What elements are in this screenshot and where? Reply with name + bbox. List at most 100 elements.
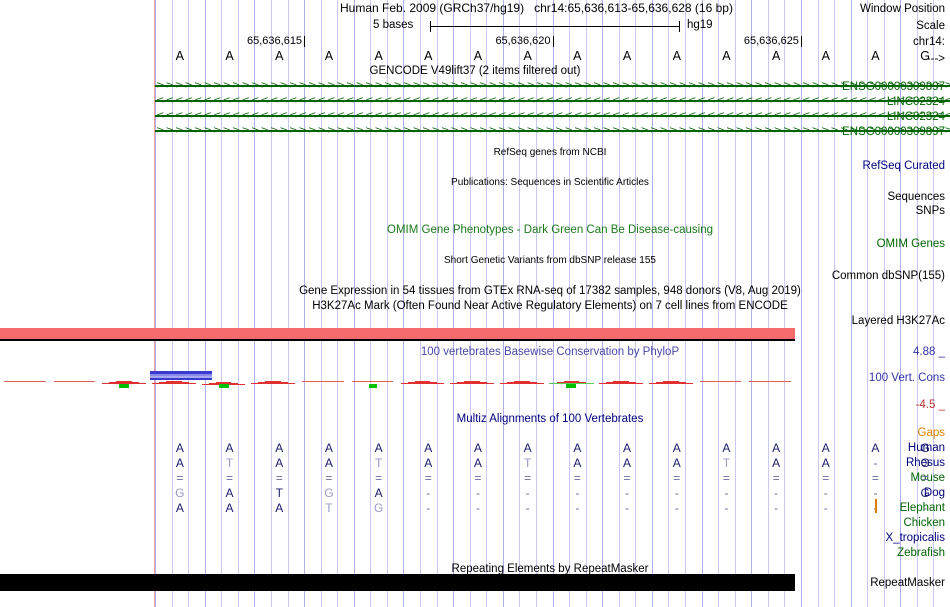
base-letter: A xyxy=(821,49,830,63)
conservation-datapoint xyxy=(351,381,394,382)
gene-strand-arrow-icon: > xyxy=(289,80,298,91)
multiz-species-label[interactable]: Human xyxy=(907,442,945,454)
gene-strand-arrow-icon: > xyxy=(460,125,469,136)
multiz-species-label[interactable]: Chicken xyxy=(903,517,945,529)
multiz-species-label[interactable]: Dog xyxy=(923,487,945,499)
conservation-datapoint xyxy=(599,382,643,384)
gene-strand-arrow-icon: > xyxy=(403,80,412,91)
grid-line xyxy=(519,0,521,607)
conservation-label[interactable]: 100 Vert. Cons xyxy=(868,372,945,384)
gene-strand-arrow-icon: < xyxy=(507,95,516,106)
gene-strand-arrow-icon: > xyxy=(802,125,811,136)
gene-strand-arrow-icon: > xyxy=(203,80,212,91)
gene-strand-arrow-icon: < xyxy=(327,95,336,106)
multiz-alignment-base: G xyxy=(175,486,185,500)
gene-strand-arrow-icon: < xyxy=(450,110,459,121)
gene-strand-arrow-icon: < xyxy=(460,95,469,106)
grid-line xyxy=(916,0,918,607)
multiz-species-label[interactable]: Rhesus xyxy=(906,457,945,469)
publications-label-snps[interactable]: SNPs xyxy=(915,205,945,217)
gene-stem-line xyxy=(155,85,950,87)
gene-strand-arrow-icon: < xyxy=(935,95,944,106)
multiz-alignment-base: - xyxy=(525,486,530,500)
multiz-alignment-base: A xyxy=(573,456,582,470)
gene-strand-arrow-icon: < xyxy=(165,95,174,106)
gene-strand-arrow-icon: > xyxy=(365,125,374,136)
gene-strand-arrow-icon: < xyxy=(925,95,934,106)
gene-strand-arrow-icon: > xyxy=(431,80,440,91)
multiz-alignment-base: = xyxy=(623,471,631,485)
gencode-gene-row[interactable]: > > > > > > > > > > > > > > > > > > > > > > > > > > > > > > > > > > > > > > > >… xyxy=(155,125,950,136)
gencode-gene-label[interactable]: LINC02324 xyxy=(886,111,945,123)
gene-strand-arrow-icon: > xyxy=(536,80,545,91)
gene-strand-arrow-icon: > xyxy=(640,80,649,91)
gene-strand-arrow-icon: > xyxy=(165,80,174,91)
gene-strand-arrow-icon: > xyxy=(213,80,222,91)
gene-strand-arrow-icon: < xyxy=(507,110,516,121)
gene-strand-arrow-icon: > xyxy=(194,80,203,91)
multiz-alignment-base: = xyxy=(921,471,929,485)
multiz-species-label[interactable]: Elephant xyxy=(899,502,945,514)
multiz-alignment-base: - xyxy=(823,501,828,515)
conservation-datapoint xyxy=(414,381,431,383)
gencode-gene-row[interactable]: > > > > > > > > > > > > > > > > > > > > > > > > > > > > > > > > > > > > > > > >… xyxy=(155,80,950,91)
gene-strand-arrow-icon: > xyxy=(384,80,393,91)
multiz-species-label[interactable]: Zebrafish xyxy=(897,547,945,559)
gene-strand-arrow-icon: < xyxy=(194,95,203,106)
h3k27ac-label[interactable]: Layered H3K27Ac xyxy=(851,315,945,327)
gene-strand-arrow-icon: > xyxy=(203,125,212,136)
gene-strand-arrow-icon: < xyxy=(887,95,896,106)
gene-strand-arrow-icon: < xyxy=(688,110,697,121)
gene-strand-arrow-icon: < xyxy=(754,110,763,121)
gencode-gene-row[interactable]: < < < < < < < < < < < < < < < < < < < < < < < < < < < < < < < < < < < < < < < <… xyxy=(155,110,950,121)
gene-strand-arrow-icon: > xyxy=(336,80,345,91)
gene-strand-arrow-icon: > xyxy=(422,125,431,136)
conservation-variant-marker xyxy=(368,384,377,388)
gene-strand-arrow-icon: < xyxy=(745,110,754,121)
gene-strand-arrow-icon: > xyxy=(270,80,279,91)
dbsnp-label[interactable]: Common dbSNP(155) xyxy=(831,270,945,282)
gene-strand-arrow-icon: > xyxy=(545,125,554,136)
gene-strand-arrow-icon: > xyxy=(830,80,839,91)
refseq-label[interactable]: RefSeq Curated xyxy=(862,160,945,172)
ruler-tick xyxy=(304,36,306,47)
h3k27ac-baseline xyxy=(0,339,795,341)
base-letter: A xyxy=(374,49,383,63)
gene-strand-arrow-icon: < xyxy=(393,110,402,121)
multiz-alignment-base: - xyxy=(475,486,480,500)
grid-line xyxy=(618,0,620,607)
gene-strand-arrow-icon: < xyxy=(526,110,535,121)
gene-strand-arrow-icon: > xyxy=(593,125,602,136)
conservation-variant-marker xyxy=(566,384,577,388)
multiz-alignment-base: G xyxy=(920,486,930,500)
multiz-alignment-base: - xyxy=(426,501,431,515)
gene-strand-arrow-icon: < xyxy=(564,110,573,121)
gene-strand-arrow-icon: < xyxy=(821,110,830,121)
multiz-species-label[interactable]: X_tropicalis xyxy=(885,532,945,544)
omim-label[interactable]: OMIM Genes xyxy=(876,238,945,250)
gencode-gene-row[interactable]: < < < < < < < < < < < < < < < < < < < < < < < < < < < < < < < < < < < < < < < <… xyxy=(155,95,950,106)
gene-strand-arrow-icon: < xyxy=(412,95,421,106)
multiz-alignment-base: G xyxy=(373,501,384,515)
gencode-gene-label[interactable]: LINC02324 xyxy=(886,96,945,108)
gene-strand-arrow-icon: < xyxy=(726,95,735,106)
gene-strand-arrow-icon: < xyxy=(498,95,507,106)
multiz-species-label[interactable]: Mouse xyxy=(910,472,945,484)
grid-line xyxy=(900,0,902,607)
base-letter: A xyxy=(573,49,582,63)
scale-bar-db: hg19 xyxy=(687,19,713,31)
gene-strand-arrow-icon: > xyxy=(792,125,801,136)
gene-strand-arrow-icon: > xyxy=(916,80,925,91)
conservation-datapoint xyxy=(648,382,693,384)
publications-label-sequences[interactable]: Sequences xyxy=(887,191,945,203)
grid-line xyxy=(386,0,388,607)
repeatmasker-label[interactable]: RepeatMasker xyxy=(870,577,945,589)
gene-strand-arrow-icon: < xyxy=(764,110,773,121)
gencode-gene-label[interactable]: ENSG00000309897 xyxy=(842,81,945,93)
gencode-gene-label[interactable]: ENSG00000309897 xyxy=(842,126,945,138)
gene-strand-arrow-icon: < xyxy=(707,110,716,121)
base-letter: A xyxy=(771,49,781,63)
gene-strand-arrow-icon: > xyxy=(811,80,820,91)
gene-strand-arrow-icon: > xyxy=(213,125,222,136)
